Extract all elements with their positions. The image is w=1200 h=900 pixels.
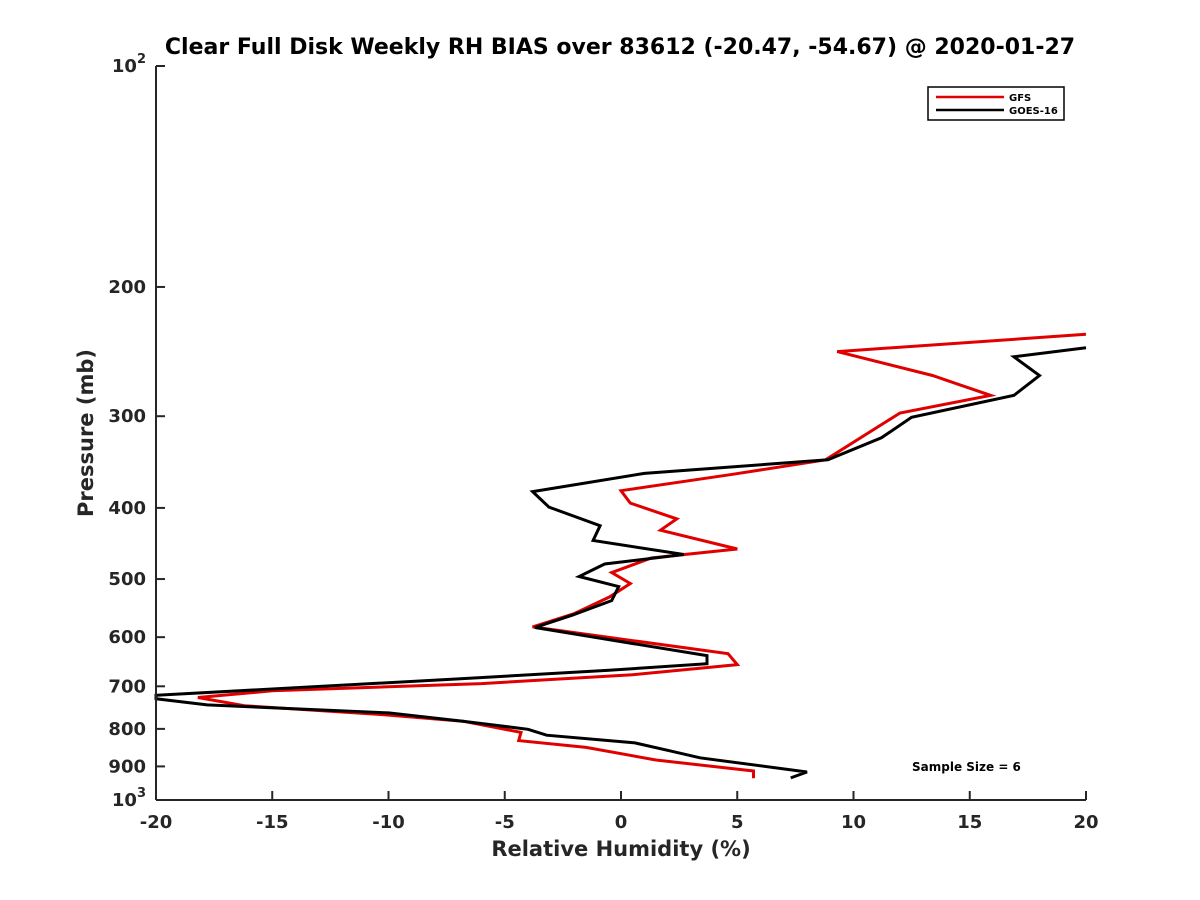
y-ticks: 102 200 300 400 500 600 700 800 900 103 <box>108 52 165 811</box>
y-tick-label: 400 <box>108 498 146 519</box>
x-tick-label: 15 <box>957 812 982 833</box>
x-tick-label: -20 <box>140 812 173 833</box>
y-tick-label: 500 <box>108 569 146 590</box>
legend-label: GOES-16 <box>1009 106 1058 117</box>
legend: GFS GOES-16 <box>927 86 1065 121</box>
y-tick-label: 800 <box>108 719 146 740</box>
x-tick-label: 10 <box>841 812 866 833</box>
y-tick-label: 102 <box>112 52 146 77</box>
x-tick-label: -15 <box>256 812 289 833</box>
y-tick-label: 103 <box>112 786 146 811</box>
y-axis-label: Pressure (mb) <box>74 349 98 517</box>
legend-label: GFS <box>1009 93 1031 104</box>
x-ticks: -20 -15 -10 -5 0 5 10 15 20 <box>140 791 1099 833</box>
legend-box <box>927 86 1065 121</box>
x-tick-label: -5 <box>495 812 515 833</box>
series-line-goes-16 <box>154 346 1087 780</box>
x-tick-label: 20 <box>1073 812 1098 833</box>
y-tick-label: 300 <box>108 406 146 427</box>
x-tick-label: 5 <box>731 812 744 833</box>
y-tick-label: 200 <box>108 277 146 298</box>
y-tick-label: 900 <box>108 756 146 777</box>
sample-size-annotation: Sample Size = 6 <box>912 760 1021 774</box>
plot-lines <box>154 332 1087 780</box>
x-tick-label: 0 <box>615 812 628 833</box>
chart-title: Clear Full Disk Weekly RH BIAS over 8361… <box>165 35 1075 60</box>
y-tick-label: 600 <box>108 627 146 648</box>
x-tick-label: -10 <box>372 812 405 833</box>
x-axis-label: Relative Humidity (%) <box>491 837 750 861</box>
y-tick-label: 700 <box>108 676 146 697</box>
